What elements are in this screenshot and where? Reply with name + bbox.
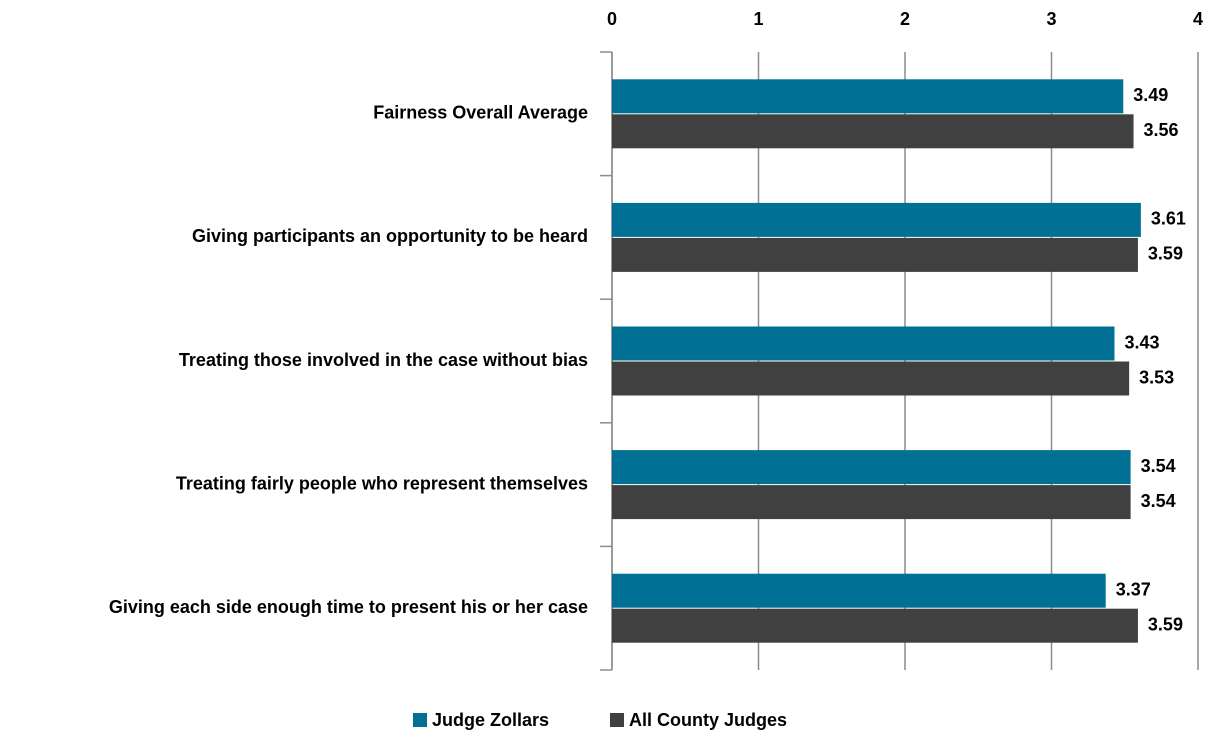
data-label: 3.54 <box>1141 456 1176 476</box>
data-label: 3.56 <box>1144 120 1179 140</box>
legend-label: Judge Zollars <box>432 710 549 730</box>
x-tick-label: 2 <box>900 9 910 29</box>
bar <box>612 202 1141 237</box>
x-tick-label: 1 <box>753 9 763 29</box>
bar <box>612 114 1134 149</box>
legend-swatch <box>413 713 427 727</box>
x-tick-label: 3 <box>1046 9 1056 29</box>
bar <box>612 237 1138 272</box>
bar <box>612 608 1138 643</box>
bar <box>612 485 1131 520</box>
y-tick-label: Treating those involved in the case with… <box>179 350 588 370</box>
x-tick-label: 0 <box>607 9 617 29</box>
x-tick-label: 4 <box>1193 9 1203 29</box>
data-label: 3.59 <box>1148 614 1183 634</box>
data-label: 3.54 <box>1141 491 1176 511</box>
bar <box>612 79 1124 114</box>
data-label: 3.61 <box>1151 209 1186 229</box>
data-label: 3.59 <box>1148 244 1183 264</box>
bar <box>612 326 1115 361</box>
data-label: 3.43 <box>1124 332 1159 352</box>
y-tick-label: Fairness Overall Average <box>373 103 588 123</box>
bar <box>612 361 1130 396</box>
y-tick-label: Treating fairly people who represent the… <box>176 473 588 493</box>
data-label: 3.37 <box>1116 579 1151 599</box>
data-label: 3.49 <box>1133 85 1168 105</box>
y-tick-label: Giving participants an opportunity to be… <box>192 226 588 246</box>
legend-swatch <box>610 713 624 727</box>
bar <box>612 573 1106 608</box>
legend-label: All County Judges <box>629 710 787 730</box>
data-label: 3.53 <box>1139 367 1174 387</box>
y-tick-label: Giving each side enough time to present … <box>109 597 588 617</box>
bar <box>612 450 1131 485</box>
